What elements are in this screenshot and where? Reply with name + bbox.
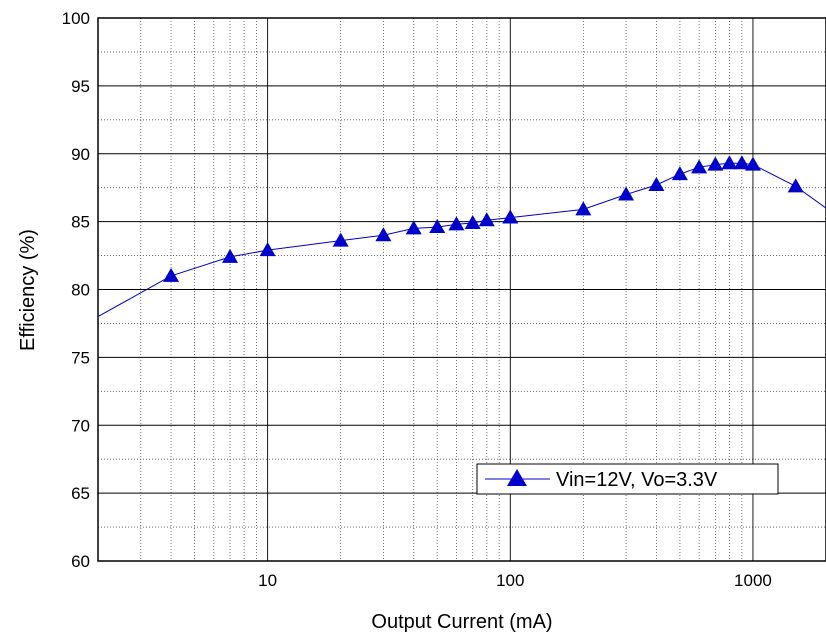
series-marker [429, 219, 446, 234]
y-tick-label: 70 [71, 416, 90, 435]
x-axis-title: Output Current (mA) [371, 611, 552, 633]
legend-label: Vin=12V, Vo=3.3V [556, 469, 718, 491]
series-marker [618, 186, 635, 201]
legend: Vin=12V, Vo=3.3V [476, 463, 779, 495]
series-marker [648, 176, 665, 191]
y-tick-label: 65 [71, 484, 90, 503]
series-marker [478, 212, 495, 227]
series-marker [332, 232, 349, 247]
y-tick-label: 100 [62, 9, 90, 28]
series-marker [733, 155, 750, 170]
legend-marker [507, 469, 527, 486]
y-tick-label: 90 [71, 145, 90, 164]
minor-gridlines [98, 18, 826, 561]
series-marker [721, 155, 738, 170]
plot-frame [97, 17, 826, 562]
series-layer [98, 155, 826, 318]
series-marker [448, 216, 465, 231]
series-marker [502, 209, 519, 224]
series-marker [787, 178, 804, 193]
y-tick-labels: 60 65 70 75 80 85 90 95 100 [62, 9, 90, 571]
y-axis-title: Efficiency (%) [17, 229, 39, 351]
y-tick-label: 85 [71, 213, 90, 232]
series-marker [375, 227, 392, 242]
series-marker [575, 201, 592, 216]
series-marker [405, 220, 422, 235]
x-tick-label: 1000 [734, 571, 772, 590]
series-marker [464, 214, 481, 229]
series-marker [691, 159, 708, 174]
series-marker [163, 267, 180, 282]
major-gridlines [98, 18, 826, 561]
x-tick-labels: 10 100 1000 [258, 571, 772, 590]
y-tick-label: 60 [71, 552, 90, 571]
series-marker [744, 156, 761, 171]
x-tick-label: 10 [258, 571, 277, 590]
series-marker [671, 166, 688, 181]
y-tick-label: 95 [71, 77, 90, 96]
series-marker [707, 156, 724, 171]
y-tick-label: 75 [71, 348, 90, 367]
series-marker [259, 242, 276, 257]
x-tick-label: 100 [496, 571, 524, 590]
series-marker [222, 248, 239, 263]
y-tick-label: 80 [71, 281, 90, 300]
